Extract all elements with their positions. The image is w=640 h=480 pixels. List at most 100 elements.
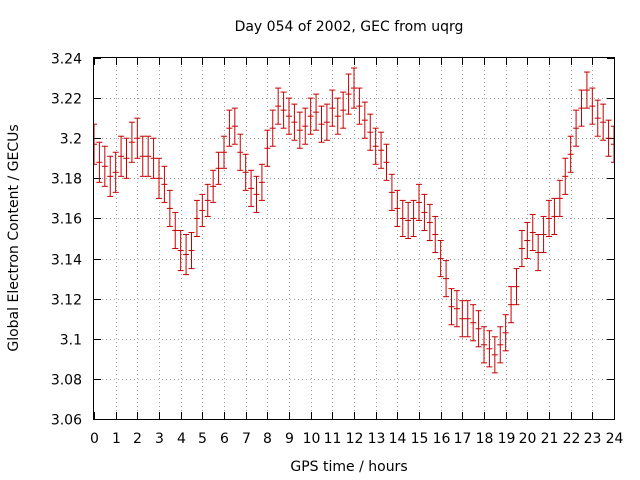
- data-point: [388, 173, 395, 211]
- data-point: [145, 135, 152, 177]
- data-point: [177, 229, 184, 272]
- x-tick-label: 18: [476, 431, 494, 447]
- x-tick-label: 14: [389, 431, 407, 447]
- y-tick-labels: 3.06 3.08 3.1 3.12 3.14 3.16 3.18 3.2 3.22 3.24: [51, 52, 82, 429]
- data-point: [432, 215, 439, 254]
- x-tick-label: 12: [346, 431, 364, 447]
- y-tick-label: 3.1: [60, 333, 82, 349]
- x-tick-label: 1: [112, 431, 121, 447]
- data-point: [128, 121, 135, 163]
- data-point: [464, 300, 471, 338]
- x-tick-label: 10: [303, 431, 321, 447]
- data-point: [351, 67, 357, 109]
- data-point: [204, 183, 211, 217]
- data-point: [497, 326, 504, 364]
- data-point: [540, 215, 547, 254]
- data-point: [313, 93, 320, 131]
- data-point: [399, 199, 406, 237]
- data-point: [340, 91, 347, 129]
- data-point: [118, 135, 125, 177]
- data-point: [123, 137, 130, 179]
- x-tick-label: 9: [285, 431, 294, 447]
- x-tick-label: 15: [411, 431, 429, 447]
- x-tick-label: 13: [368, 431, 386, 447]
- data-point: [361, 101, 368, 139]
- x-tick-label: 2: [133, 431, 142, 447]
- x-tick-label: 22: [563, 431, 581, 447]
- x-tick-label: 7: [242, 431, 251, 447]
- x-tick-label: 16: [433, 431, 451, 447]
- data-point: [107, 155, 114, 197]
- data-point: [161, 165, 168, 203]
- data-point: [443, 260, 450, 298]
- y-tick-label: 3.06: [51, 413, 82, 429]
- data-point: [475, 310, 482, 348]
- data-point: [394, 189, 401, 227]
- data-point: [356, 87, 363, 125]
- data-point: [448, 288, 455, 326]
- data-point: [134, 117, 141, 159]
- x-tick-label: 19: [498, 431, 516, 447]
- x-tick-labels: 0 1 2 3 4 5 6 7 8 9 10 11 12 13 14 15 16 17 18 19 20 21 22 23 24: [90, 431, 623, 447]
- data-point: [524, 221, 531, 260]
- data-point: [529, 213, 536, 252]
- data-point: [470, 304, 477, 342]
- data-point: [307, 97, 314, 135]
- data-point: [546, 199, 552, 237]
- x-axis-label: GPS time / hours: [290, 459, 407, 475]
- data-point: [518, 229, 525, 268]
- plot-frame: [93, 57, 615, 420]
- data-point: [421, 193, 428, 231]
- x-tick-label: 23: [584, 431, 602, 447]
- error-bar-series: [93, 67, 615, 374]
- data-point: [253, 175, 260, 213]
- data-point: [101, 145, 108, 187]
- data-point: [562, 157, 569, 195]
- data-point: [329, 89, 336, 127]
- data-point: [589, 87, 596, 125]
- data-point: [258, 163, 265, 201]
- data-point: [378, 131, 385, 169]
- y-tick-label: 3.18: [51, 172, 82, 188]
- x-tick-label: 11: [324, 431, 342, 447]
- data-point: [405, 201, 412, 239]
- y-tick-label: 3.2: [60, 132, 82, 148]
- x-tick-label: 8: [263, 431, 272, 447]
- y-tick-label: 3.12: [51, 293, 82, 309]
- y-tick-label: 3.22: [51, 92, 82, 108]
- data-point: [221, 135, 227, 169]
- data-point: [242, 153, 249, 191]
- x-tick-label: 17: [454, 431, 472, 447]
- x-tick-label: 6: [220, 431, 229, 447]
- data-point: [583, 71, 590, 109]
- x-tick-label: 0: [90, 431, 99, 447]
- data-point: [237, 133, 244, 171]
- x-tick-label: 20: [519, 431, 537, 447]
- data-point: [296, 111, 303, 149]
- data-point: [172, 211, 179, 250]
- data-point: [139, 135, 146, 177]
- data-point: [210, 169, 217, 203]
- data-point: [556, 179, 563, 217]
- chart-title: Day 054 of 2002, GEC from uqrg: [235, 19, 464, 35]
- data-point: [416, 183, 422, 221]
- data-point: [269, 109, 276, 147]
- data-point: [291, 103, 298, 141]
- data-point: [323, 103, 330, 141]
- data-point: [410, 199, 417, 237]
- data-point: [535, 233, 542, 272]
- x-tick-label: 21: [541, 431, 559, 447]
- data-point: [302, 107, 309, 145]
- data-point: [513, 268, 520, 306]
- data-point: [345, 73, 352, 115]
- data-point: [383, 143, 390, 181]
- data-point: [594, 99, 601, 137]
- data-point: [437, 240, 444, 278]
- data-point: [248, 169, 255, 207]
- x-tick-label: 24: [606, 431, 624, 447]
- data-point: [286, 97, 292, 135]
- x-tick-label: 5: [198, 431, 207, 447]
- data-point: [453, 290, 460, 328]
